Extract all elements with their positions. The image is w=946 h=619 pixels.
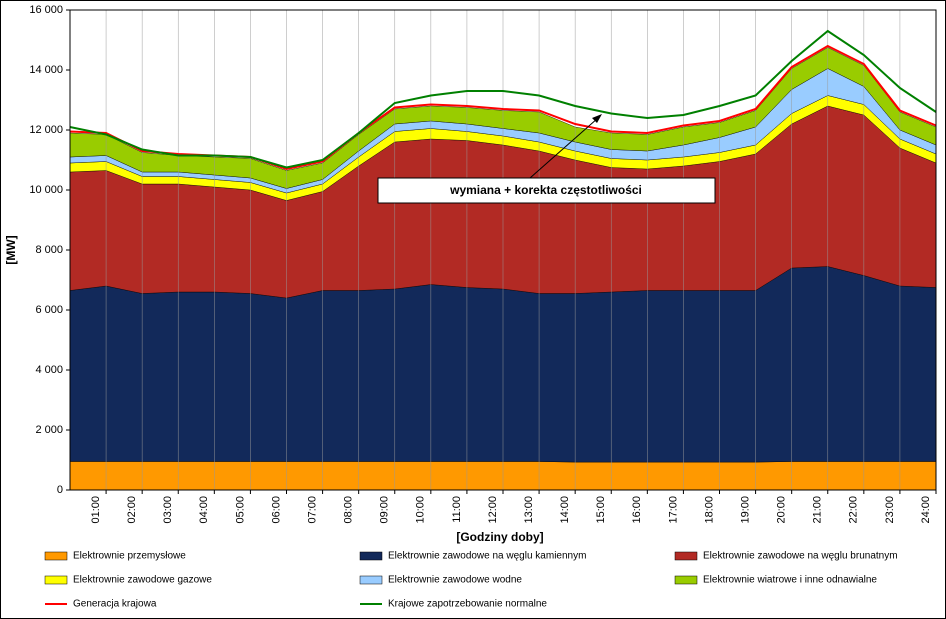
x-tick-label: 11:00 bbox=[451, 496, 463, 523]
legend-swatch bbox=[674, 575, 698, 585]
x-tick-label: 09:00 bbox=[379, 496, 391, 524]
x-tick-label: 06:00 bbox=[270, 496, 282, 524]
y-tick-label: 6 000 bbox=[35, 304, 63, 316]
y-axis-label: [MW] bbox=[4, 235, 18, 264]
legend-swatch bbox=[359, 551, 383, 561]
x-tick-label: 20:00 bbox=[776, 496, 788, 524]
legend-swatch bbox=[359, 575, 383, 585]
y-tick-label: 0 bbox=[57, 484, 63, 496]
x-tick-label: 24:00 bbox=[920, 496, 932, 524]
x-tick-label: 08:00 bbox=[343, 496, 355, 524]
y-tick-label: 4 000 bbox=[35, 364, 63, 376]
x-tick-label: 14:00 bbox=[559, 496, 571, 524]
y-tick-label: 2 000 bbox=[35, 424, 63, 436]
x-tick-label: 01:00 bbox=[90, 496, 102, 524]
x-tick-label: 23:00 bbox=[884, 496, 896, 524]
arrow-head bbox=[592, 114, 602, 123]
y-tick-label: 10 000 bbox=[29, 184, 63, 196]
legend-label: Elektrownie zawodowe na węglu kamiennym bbox=[388, 551, 586, 562]
y-tick-label: 12 000 bbox=[29, 124, 63, 136]
x-tick-label: 13:00 bbox=[523, 496, 535, 524]
legend-label: Elektrownie wiatrowe i inne odnawialne bbox=[703, 575, 877, 586]
annotation-arrow bbox=[529, 117, 599, 179]
y-tick-label: 14 000 bbox=[29, 64, 63, 76]
x-tick-label: 15:00 bbox=[595, 496, 607, 524]
x-tick-label: 03:00 bbox=[162, 496, 174, 524]
x-tick-label: 12:00 bbox=[487, 496, 499, 524]
x-tick-label: 17:00 bbox=[667, 496, 679, 524]
x-axis-label: [Godziny doby] bbox=[456, 530, 543, 544]
legend-swatch bbox=[44, 575, 68, 585]
x-tick-label: 21:00 bbox=[812, 496, 824, 524]
x-tick-label: 05:00 bbox=[234, 496, 246, 524]
annotation: wymiana + korekta częstotliwości bbox=[449, 183, 642, 197]
x-tick-label: 16:00 bbox=[631, 496, 643, 524]
annotation-box bbox=[377, 177, 716, 204]
x-tick-label: 02:00 bbox=[126, 496, 138, 524]
x-tick-label: 04:00 bbox=[198, 496, 210, 524]
legend-label: Elektrownie zawodowe na węglu brunatnym bbox=[703, 551, 898, 562]
legend-swatch bbox=[674, 551, 698, 561]
y-tick-label: 8 000 bbox=[35, 244, 63, 256]
legend-label: Elektrownie zawodowe wodne bbox=[388, 575, 522, 586]
x-tick-label: 10:00 bbox=[415, 496, 427, 524]
legend-label: Krajowe zapotrzebowanie normalne bbox=[388, 599, 547, 610]
legend-label: Generacja krajowa bbox=[73, 599, 157, 610]
x-tick-label: 22:00 bbox=[848, 496, 860, 524]
x-tick-label: 19:00 bbox=[739, 496, 751, 524]
legend-label: Elektrownie zawodowe gazowe bbox=[73, 575, 212, 586]
line bbox=[69, 29, 937, 169]
legend-swatch bbox=[44, 551, 68, 561]
legend-label: Elektrownie przemysłowe bbox=[73, 551, 186, 562]
x-tick-label: 07:00 bbox=[306, 496, 318, 524]
y-tick-label: 16 000 bbox=[29, 4, 63, 16]
x-tick-label: 18:00 bbox=[703, 496, 715, 524]
